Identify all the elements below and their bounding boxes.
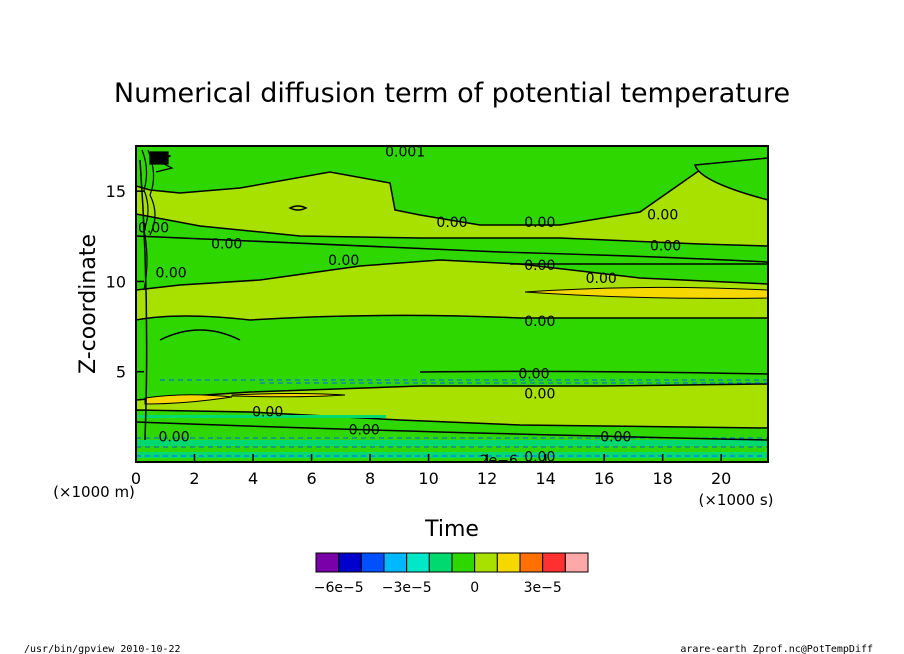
early-time-contours (141, 149, 174, 291)
layer-bottom-2 (136, 452, 768, 458)
contour-line-4 (136, 421, 768, 441)
x-tick-label: 8 (365, 469, 375, 488)
y-axis-label: Z-coordinate (76, 234, 101, 374)
contour-label: 0.00 (600, 430, 631, 446)
colorbar-tick-label: −6e−5 (314, 580, 364, 596)
contour-label: 0.00 (328, 253, 359, 269)
chart-title: Numerical diffusion term of potential te… (114, 78, 790, 109)
lower-green-band (136, 409, 768, 462)
x-tick-label: 16 (594, 469, 614, 488)
y-unit-label: (×1000 m) (53, 483, 135, 501)
colorbar-swatch (451, 552, 476, 573)
contour-label: 0.00 (156, 265, 187, 281)
colorbar (315, 552, 589, 573)
layer-bottom-1 (136, 440, 768, 446)
x-tick-label: 0 (131, 469, 141, 488)
contour-label: 0.00 (524, 258, 555, 274)
colorbar-tick-label: −3e−5 (382, 580, 432, 596)
contour-label: 0.001 (385, 144, 425, 160)
contour-line-1 (136, 235, 768, 263)
x-tick-label: 18 (652, 469, 672, 488)
colorbar-swatch (383, 552, 408, 573)
x-tick-label: 10 (418, 469, 438, 488)
colorbar-swatch (428, 552, 453, 573)
colorbar-swatch (496, 552, 521, 573)
colorbar-tick-label: 3e−5 (524, 580, 562, 596)
colorbar-tick-label: 0 (470, 580, 479, 596)
footer-left: /usr/bin/gpview 2010-10-22 (24, 644, 181, 654)
x-tick-label: 2 (189, 469, 199, 488)
contour-label: 0.00 (158, 430, 189, 446)
yellow-lens-upper (524, 286, 768, 299)
yellow-thin-line (231, 393, 346, 398)
layer-mid-low (136, 415, 386, 418)
contour-label: 0.00 (586, 271, 617, 287)
contour-label: 0.00 (647, 208, 678, 224)
x-tick-label: 6 (306, 469, 316, 488)
y-tick-label: 10 (106, 272, 126, 291)
contour-line-5 (288, 205, 308, 211)
colorbar-swatch (360, 552, 385, 573)
contour-label: 0.00 (650, 238, 681, 254)
colorbar-swatch (564, 552, 589, 573)
x-unit-label: (×1000 s) (698, 491, 773, 509)
x-tick-label: 4 (248, 469, 258, 488)
contour-label: 0.00 (252, 404, 283, 420)
y-axis: 5 10 15 (106, 182, 144, 382)
contour-label: 0.00 (524, 314, 555, 330)
contour-label: 0.00 (138, 220, 169, 236)
contour-label: 2e−6 (480, 453, 518, 469)
colorbar-swatch (406, 552, 430, 573)
mid-upper-green-band (136, 213, 768, 291)
contour-label: 0.00 (436, 215, 467, 231)
contour-label: 0.00 (349, 422, 380, 438)
contour-line-3 (419, 370, 768, 375)
contour-label: 0.00 (524, 450, 555, 466)
contour-labels: 0.00 0.00 0.00 0.00 0.00 0.00 0.00 0.00 0.00 0.00… (138, 144, 681, 469)
plot-area: 0.00 0.00 0.00 0.00 0.00 0.00 0.00 0.00 0.00 0.00… (136, 144, 768, 469)
contour-line-7 (139, 159, 148, 441)
plot-frame (135, 145, 769, 463)
field-regions (136, 146, 768, 462)
x-axis-label: Time (424, 517, 479, 542)
colorbar-swatch (542, 552, 566, 573)
colorbar-swatch (474, 552, 498, 573)
yellow-lens-lower (144, 394, 233, 405)
x-tick-label: 14 (535, 469, 555, 488)
x-tick-label: 12 (477, 469, 497, 488)
contour-label: 0.00 (211, 237, 242, 253)
contour-label: 0.00 (524, 386, 555, 402)
positive-features (144, 286, 768, 405)
middle-green-band (136, 314, 768, 401)
contour-line-6 (159, 329, 241, 341)
colorbar-swatch (519, 552, 544, 573)
colorbar-tick-labels: −6e−5 −3e−5 0 3e−5 (314, 580, 562, 596)
contour-lines (136, 159, 768, 441)
early-contour-1 (141, 149, 149, 291)
y-tick-label: 15 (106, 182, 126, 201)
colorbar-swatch (338, 552, 362, 573)
y-tick-label: 5 (116, 363, 126, 382)
footer-right: arare-earth_Zprof.nc@PotTempDiff (680, 644, 873, 654)
contour-label: 0.00 (524, 215, 555, 231)
colorbar-swatch (315, 552, 340, 573)
x-axis: 0 2 4 6 8 10 12 14 16 18 20 (131, 454, 731, 488)
x-tick-label: 20 (711, 469, 731, 488)
contour-label: 0.00 (518, 367, 549, 383)
early-dark-patch (149, 151, 169, 165)
